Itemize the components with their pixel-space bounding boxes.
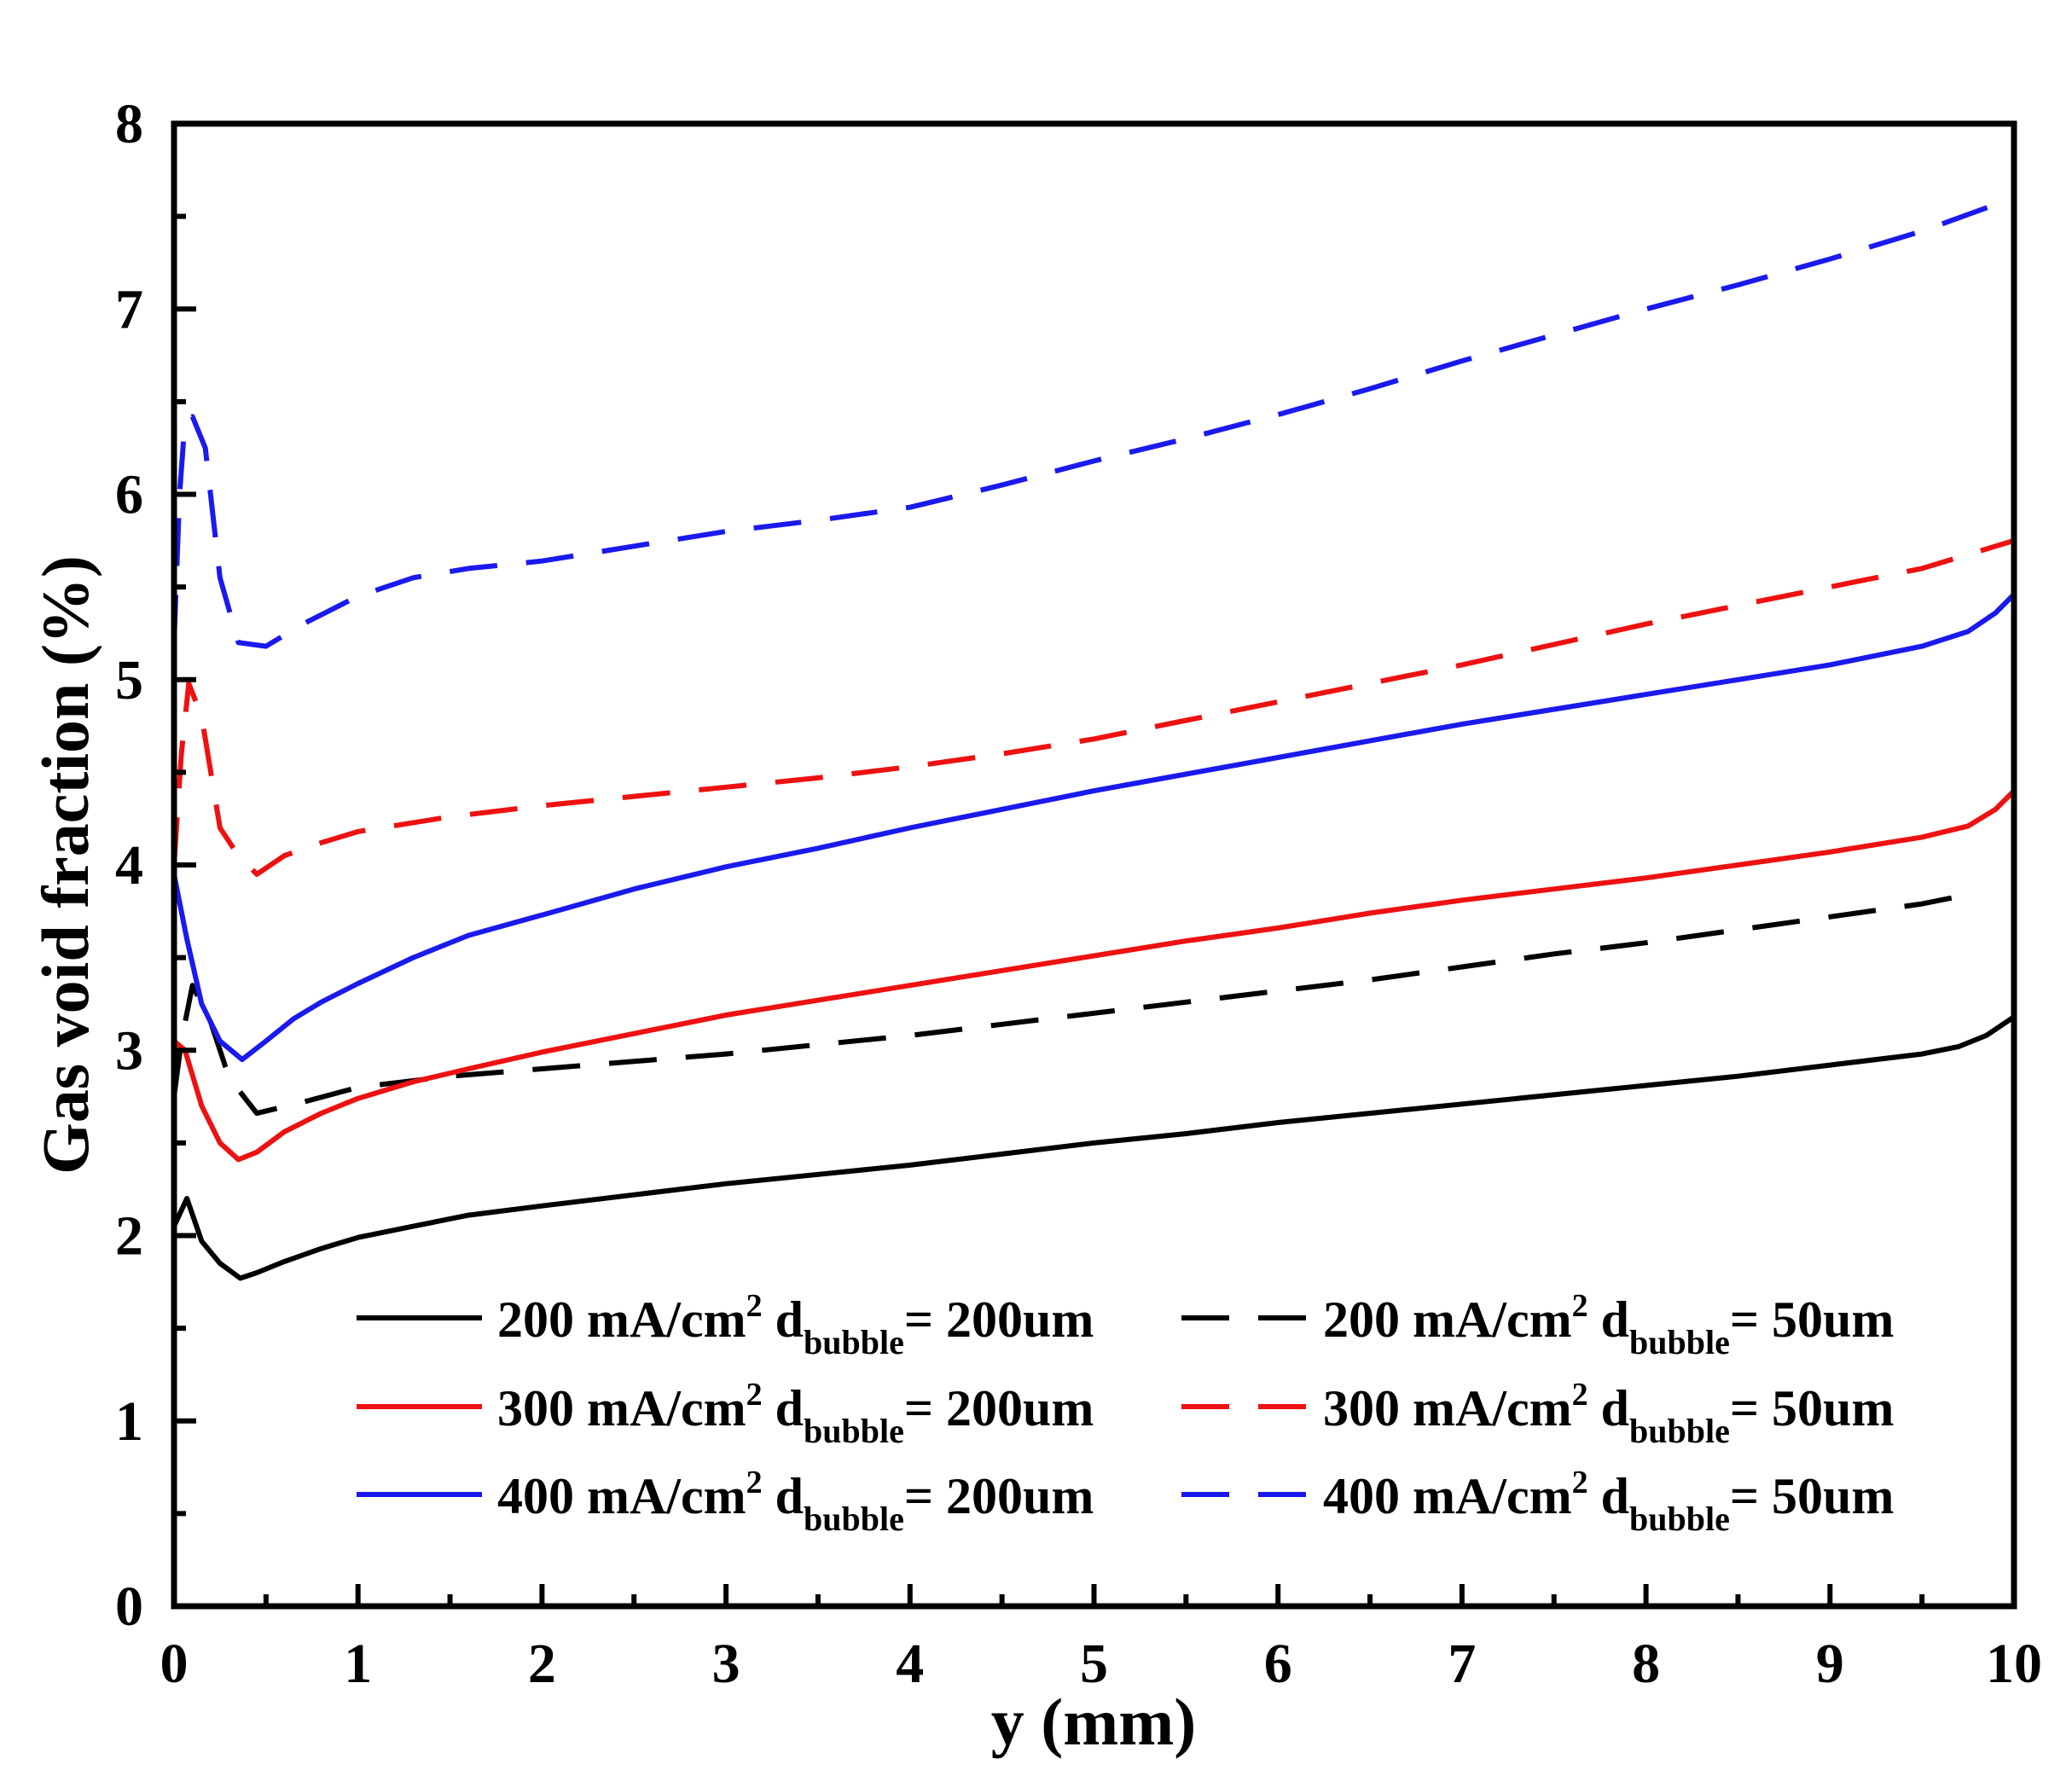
legend-label-part: d xyxy=(1588,1468,1629,1524)
x-tick-label: 10 xyxy=(1986,1633,2042,1695)
legend-label-part: 2 xyxy=(1572,1288,1588,1324)
legend-label: 400 mA/cm2 dbubble= 50um xyxy=(1323,1465,1894,1538)
legend-label-part: d xyxy=(1588,1380,1629,1436)
legend-label-part: bubble xyxy=(804,1323,904,1361)
legend-label-part: = 50um xyxy=(1730,1291,1895,1348)
legend-label-part: d xyxy=(763,1468,804,1524)
legend-label-part: mA/cm xyxy=(587,1380,746,1436)
data-lines xyxy=(171,195,2017,1281)
y-tick-labels: 0 1 2 3 4 5 6 7 8 xyxy=(115,93,143,1638)
legend-label-part: = 50um xyxy=(1730,1380,1895,1436)
y-tick-label: 1 xyxy=(115,1390,143,1453)
x-tick-labels: 0 1 2 3 4 5 6 7 8 9 10 xyxy=(160,1633,2043,1695)
legend-label-part: 300 xyxy=(1323,1380,1413,1436)
legend-label: 300 mA/cm2 dbubble= 200um xyxy=(497,1377,1094,1450)
y-tick-label: 7 xyxy=(115,278,143,340)
x-tick-label: 2 xyxy=(528,1633,556,1695)
legend-label-part: bubble xyxy=(1629,1323,1730,1361)
legend-label: 200 mA/cm2 dbubble= 200um xyxy=(497,1288,1094,1361)
axis-ticks xyxy=(171,121,2017,1609)
series-line-300-50um xyxy=(171,537,2015,877)
legend-label-part: = 50um xyxy=(1730,1468,1895,1524)
x-tick-label: 8 xyxy=(1632,1633,1660,1695)
legend-label-part: mA/cm xyxy=(1413,1380,1572,1436)
legend-label-part: = 200um xyxy=(904,1468,1094,1524)
y-tick-label: 6 xyxy=(115,464,143,526)
legend-label-part: mA/cm xyxy=(587,1468,746,1524)
x-tick-label: 0 xyxy=(160,1633,189,1695)
legend-label-part: bubble xyxy=(804,1500,904,1538)
x-axis-title: y (mm) xyxy=(991,1685,1196,1759)
series-line-400-200um xyxy=(171,592,2017,1063)
series-line-200-50um xyxy=(171,890,1978,1117)
x-tick-label: 6 xyxy=(1264,1633,1292,1695)
legend-label-part: 2 xyxy=(746,1288,763,1324)
legend-label-part: 2 xyxy=(1572,1377,1588,1413)
legend-label-part: d xyxy=(763,1291,804,1348)
legend-label-part: bubble xyxy=(804,1412,904,1450)
legend-label: 200 mA/cm2 dbubble= 50um xyxy=(1323,1288,1894,1361)
legend-label-part: 200 xyxy=(1323,1291,1413,1348)
y-tick-label: 2 xyxy=(115,1205,143,1268)
legend-label-part: = 200um xyxy=(904,1380,1094,1436)
x-tick-label: 5 xyxy=(1080,1633,1108,1695)
x-tick-label: 7 xyxy=(1448,1633,1476,1695)
x-tick-label: 1 xyxy=(344,1633,372,1695)
legend-label-part: bubble xyxy=(1629,1412,1730,1450)
legend-label-part: 400 xyxy=(1323,1468,1413,1524)
legend-label-part: mA/cm xyxy=(1413,1468,1572,1524)
series-line-400-50um xyxy=(171,195,2016,649)
legend-label-part: mA/cm xyxy=(1413,1291,1572,1348)
legend-label-part: mA/cm xyxy=(587,1291,746,1348)
x-tick-label: 4 xyxy=(896,1633,924,1695)
y-tick-label: 4 xyxy=(115,834,143,897)
legend-label-part: 2 xyxy=(746,1377,763,1413)
legend-label-part: 300 xyxy=(497,1380,587,1436)
x-tick-label: 3 xyxy=(712,1633,740,1695)
y-tick-label: 0 xyxy=(115,1576,143,1638)
legend-label: 400 mA/cm2 dbubble= 200um xyxy=(497,1465,1094,1538)
series-line-200-200um xyxy=(171,1014,2016,1281)
legend-label-part: d xyxy=(763,1380,804,1436)
legend-label-part: d xyxy=(1588,1291,1629,1348)
y-tick-label: 3 xyxy=(115,1019,143,1082)
legend-label-part: 2 xyxy=(746,1465,763,1500)
y-tick-label: 8 xyxy=(115,93,143,155)
x-tick-label: 9 xyxy=(1816,1633,1844,1695)
series-line-300-200um xyxy=(172,788,2017,1163)
legend-label-part: bubble xyxy=(1629,1500,1730,1538)
legend-label-part: 400 xyxy=(497,1468,587,1524)
legend-label-part: 2 xyxy=(1572,1465,1588,1500)
legend-label-part: = 200um xyxy=(904,1291,1094,1348)
legend-label: 300 mA/cm2 dbubble= 50um xyxy=(1323,1377,1894,1450)
y-axis-title: Gas void fraction (%) xyxy=(28,555,102,1175)
legend-label-part: 200 xyxy=(497,1291,587,1348)
y-tick-label: 5 xyxy=(115,649,143,711)
